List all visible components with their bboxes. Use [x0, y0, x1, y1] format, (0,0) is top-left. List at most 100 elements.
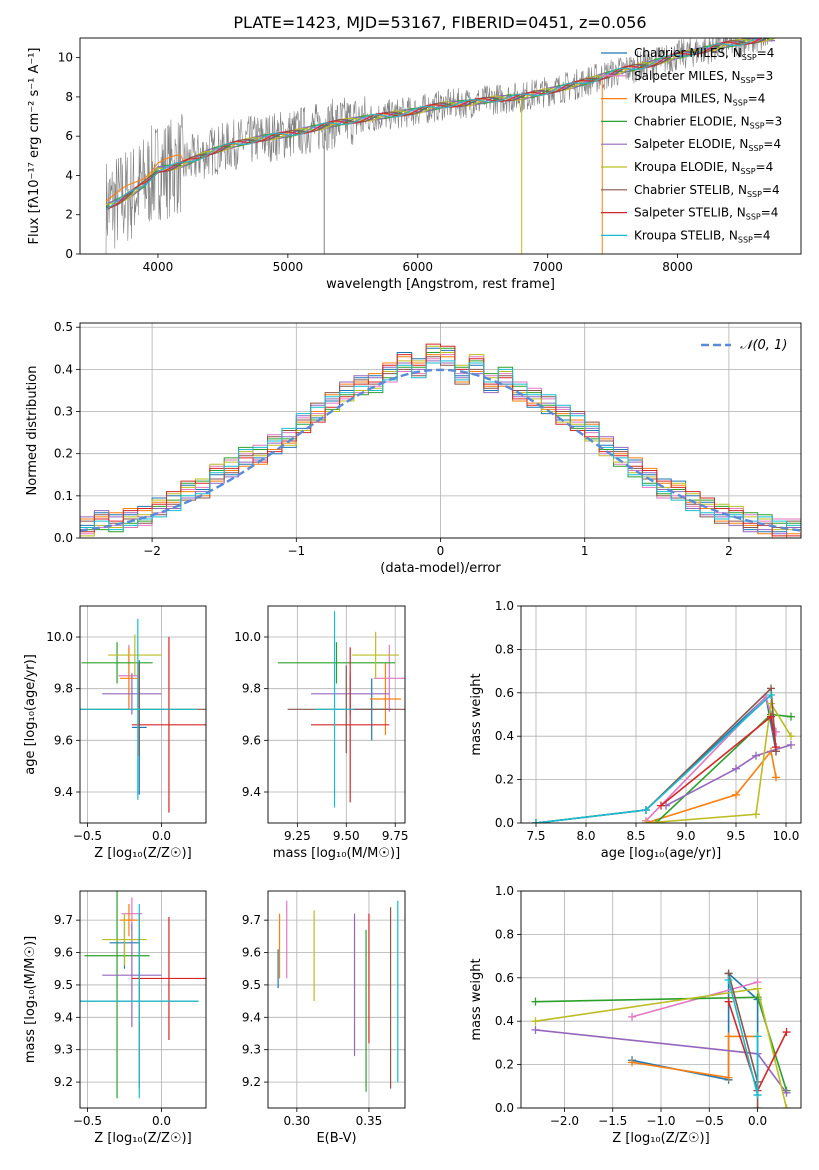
plot-area-mass_age — [277, 611, 405, 808]
weight-series — [631, 981, 758, 1018]
x-tick-label: 9.25 — [284, 829, 311, 843]
axes-Zw_weight: −2.0 −1.5 −1.0 −0.5 0.0 0.0 0.2 0.4 0.6 0.8 1.0 Z [… — [469, 884, 802, 1146]
weight-point — [531, 997, 540, 1006]
y-tick-label: 9.2 — [54, 1075, 73, 1089]
model-spectrum-series — [105, 38, 764, 210]
residual-legend: 𝒩(0, 1) — [701, 338, 787, 353]
x-tick-label: 0.35 — [356, 1114, 383, 1128]
y-tick-label: 10.0 — [234, 630, 261, 644]
y-tick-label: 0.3 — [54, 405, 73, 419]
x-tick-label: −1.5 — [598, 1114, 627, 1128]
weight-point — [652, 819, 660, 823]
weight-point — [531, 1025, 540, 1034]
y-tick-label: 1.0 — [495, 884, 514, 898]
x-tick-label: 0.30 — [283, 1114, 310, 1128]
y-axis-label: mass weight — [469, 958, 484, 1040]
y-tick-label: 9.5 — [54, 978, 73, 992]
y-tick-label: 9.8 — [242, 682, 261, 696]
x-axis-label: mass [log₁₀(M/M☉)] — [273, 846, 400, 861]
y-axis-label: mass [log₁₀(M/M☉)] — [23, 936, 38, 1063]
y-tick-label: 6 — [65, 129, 73, 143]
x-axis-label: wavelength [Angstrom, rest frame] — [326, 277, 555, 292]
weight-series — [645, 701, 792, 823]
x-tick-label: 7.5 — [526, 829, 545, 843]
legend-entry: Kroupa ELODIE, NSSP=4 — [634, 160, 773, 176]
plot-area-age_weight — [532, 684, 795, 823]
y-tick-label: 0.8 — [495, 927, 514, 941]
x-tick-label: 5000 — [273, 260, 304, 274]
x-tick-label: −0.5 — [73, 1114, 102, 1128]
axes-ebv_mass: 0.30 0.35 9.2 9.3 9.4 9.5 9.6 9.7 E(B-V) — [242, 890, 406, 1146]
legend-entry: Salpeter STELIB, NSSP=4 — [634, 206, 778, 222]
weight-point — [782, 1088, 791, 1097]
weight-point — [753, 1090, 762, 1099]
x-tick-label: 6000 — [402, 260, 433, 274]
y-axis-label: Normed distribution — [25, 366, 40, 496]
plot-area-ebv_mass — [277, 900, 399, 1092]
y-tick-label: 1.0 — [495, 599, 514, 613]
x-tick-label: 0.0 — [152, 1114, 171, 1128]
x-tick-label: −0.5 — [695, 1114, 724, 1128]
y-tick-label: 9.7 — [242, 913, 261, 927]
y-tick-label: 2 — [65, 208, 73, 222]
y-tick-label: 9.4 — [242, 785, 261, 799]
weight-point — [782, 1028, 791, 1037]
weight-point — [732, 790, 740, 799]
weight-series — [645, 749, 777, 823]
x-axis-label: Z [log₁₀(Z/Z☉)] — [94, 1131, 191, 1146]
y-tick-label: 9.2 — [242, 1075, 261, 1089]
legend-entry: Kroupa MILES, NSSP=4 — [634, 92, 765, 108]
plot-area-Z_age — [80, 618, 206, 813]
x-tick-label: 0.0 — [152, 829, 171, 843]
x-tick-label: 8.0 — [576, 829, 595, 843]
weight-point — [732, 764, 740, 773]
x-tick-label: 9.75 — [382, 829, 409, 843]
y-tick-label: 9.8 — [54, 682, 73, 696]
axes-Z_age: −0.5 0.0 9.4 9.6 9.8 10.0 Z [log₁₀(Z/Z☉)] age [… — [23, 605, 207, 861]
x-tick-label: 9.0 — [676, 829, 695, 843]
x-tick-label: −0.5 — [73, 829, 102, 843]
y-tick-label: 9.5 — [242, 978, 261, 992]
x-tick-label: 10.0 — [773, 829, 800, 843]
y-tick-label: 0.2 — [495, 773, 514, 787]
plot-area-Z_mass — [80, 891, 206, 1099]
weight-point — [767, 699, 775, 708]
axes-frame — [79, 890, 207, 1109]
weight-point — [724, 1073, 733, 1082]
axes-frame — [520, 890, 802, 1109]
y-tick-label: 0.4 — [495, 1014, 514, 1028]
weight-point — [782, 1104, 791, 1108]
legend-entry: Salpeter ELODIE, NSSP=4 — [634, 137, 781, 153]
weight-series — [655, 713, 792, 823]
y-tick-label: 0.6 — [495, 971, 514, 985]
y-tick-label: 9.3 — [54, 1043, 73, 1057]
x-tick-label: 9.5 — [726, 829, 745, 843]
axes-residuals: −2 −1 0 1 2 0.0 0.1 0.2 0.3 0.4 0.5 (data-model)/er… — [25, 320, 802, 576]
y-axis-label: mass weight — [469, 673, 484, 755]
weight-point — [642, 819, 650, 823]
y-tick-label: 8 — [65, 90, 73, 104]
y-tick-label: 0.2 — [495, 1058, 514, 1072]
x-tick-label: 9.50 — [333, 829, 360, 843]
axes-frame — [267, 605, 406, 824]
axes-frame — [79, 322, 802, 539]
y-tick-label: 9.4 — [54, 1010, 73, 1024]
weight-point — [767, 712, 775, 721]
y-tick-label: 0.1 — [54, 489, 73, 503]
plot-area-Zw_weight — [531, 969, 791, 1108]
weight-point — [531, 1017, 540, 1026]
y-tick-label: 9.6 — [54, 946, 73, 960]
weight-point — [753, 984, 762, 993]
x-tick-label: −1 — [287, 544, 305, 558]
y-tick-label: 4 — [65, 168, 73, 182]
x-tick-label: 0 — [437, 544, 445, 558]
y-tick-label: 9.6 — [54, 733, 73, 747]
weight-point — [724, 975, 733, 984]
y-axis-label: age [log₁₀(age/yr)] — [23, 654, 38, 775]
axes-spectrum: 4000 5000 6000 7000 8000 0 2 4 6 8 10 wavelength [A… — [27, 37, 802, 292]
y-tick-label: 0.4 — [495, 729, 514, 743]
axes-Z_mass: −0.5 0.0 9.2 9.3 9.4 9.5 9.6 9.7 Z [log₁₀(Z/Z☉)]… — [23, 890, 207, 1146]
plot-area-spectrum — [105, 38, 776, 254]
x-tick-label: 2 — [725, 544, 733, 558]
